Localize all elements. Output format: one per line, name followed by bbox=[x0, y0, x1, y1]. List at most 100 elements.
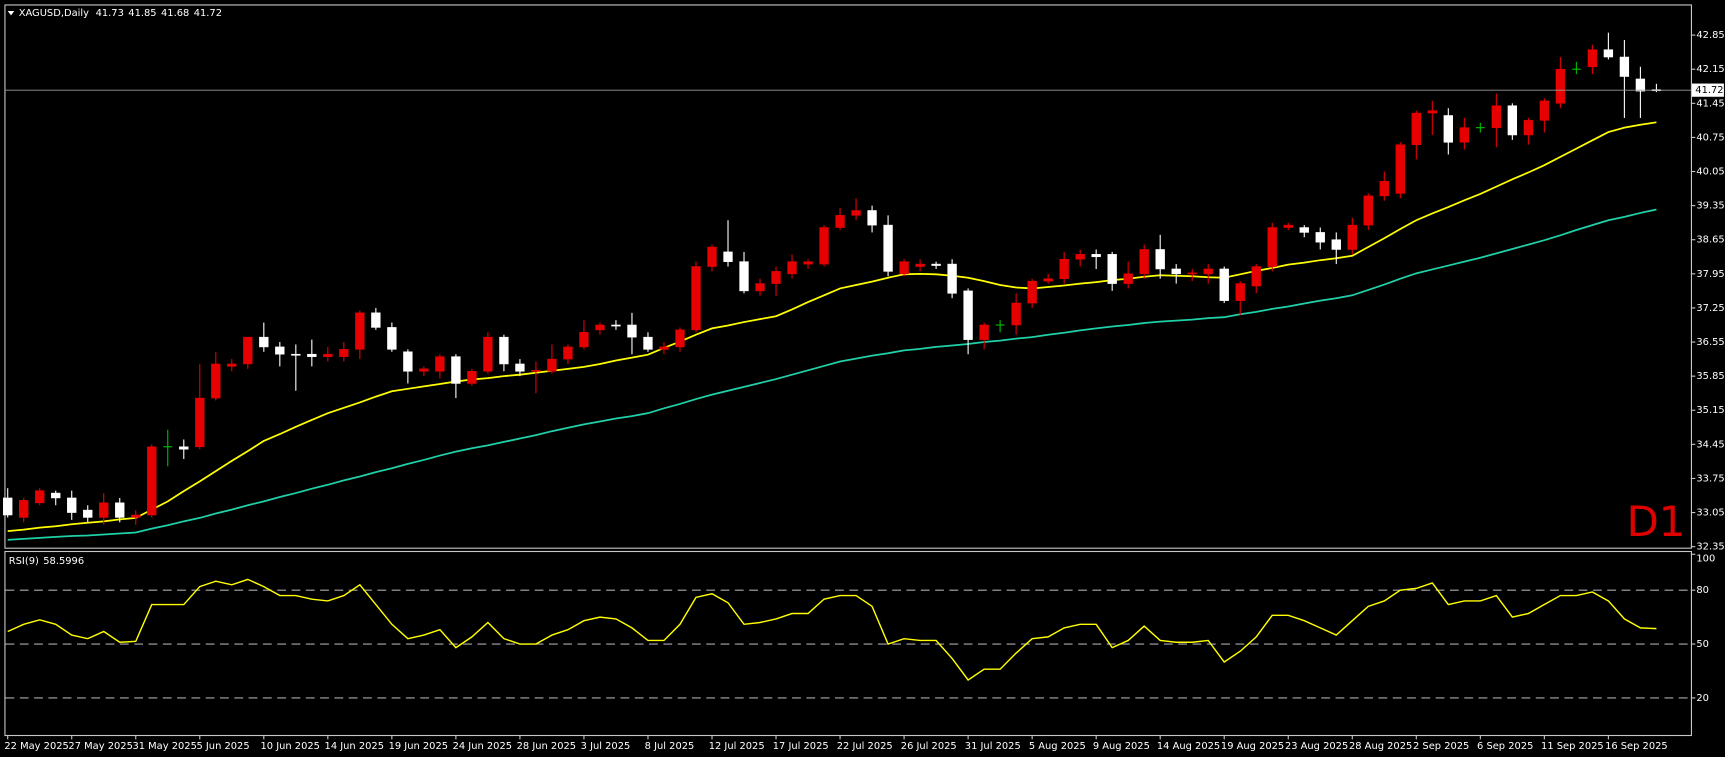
candle-body bbox=[579, 332, 589, 348]
candle-body bbox=[1635, 78, 1646, 92]
candle-body bbox=[1187, 272, 1197, 275]
candle-body bbox=[243, 336, 253, 365]
x-tick-label: 5 Jun 2025 bbox=[196, 741, 249, 752]
candle-body bbox=[1219, 268, 1229, 301]
candle-body bbox=[1491, 105, 1502, 128]
candle-body bbox=[515, 363, 525, 372]
x-tick-label: 19 Aug 2025 bbox=[1221, 741, 1284, 752]
x-tick-label: 6 Sep 2025 bbox=[1477, 741, 1533, 752]
candle-body bbox=[1091, 254, 1101, 258]
candle-body bbox=[803, 261, 813, 265]
x-tick-label: 8 Jul 2025 bbox=[645, 741, 695, 752]
x-tick-label: 9 Aug 2025 bbox=[1093, 741, 1150, 752]
x-tick-label: 14 Jun 2025 bbox=[325, 741, 384, 752]
candle-body bbox=[1603, 49, 1614, 58]
current-price-box bbox=[1691, 83, 1724, 97]
y-tick-label: 34.45 bbox=[1696, 439, 1724, 450]
candle-body bbox=[259, 336, 269, 348]
candle-body bbox=[835, 215, 845, 228]
candle-body bbox=[35, 490, 45, 504]
candle-body bbox=[451, 356, 461, 384]
x-tick-label: 19 Jun 2025 bbox=[389, 741, 448, 752]
candle-body bbox=[1347, 224, 1357, 250]
candle-body bbox=[211, 363, 221, 399]
candle-body bbox=[115, 502, 125, 518]
x-tick-label: 16 Sep 2025 bbox=[1605, 741, 1668, 752]
candle-body bbox=[291, 353, 301, 356]
x-tick-label: 24 Jun 2025 bbox=[453, 741, 512, 752]
candle-body bbox=[323, 353, 333, 357]
candle-body bbox=[1075, 254, 1085, 260]
y-tick-label: 35.85 bbox=[1696, 371, 1724, 382]
symbol: XAGUSD,Daily bbox=[19, 8, 89, 19]
candle-body bbox=[467, 370, 477, 384]
x-tick-label: 22 May 2025 bbox=[4, 741, 68, 752]
candle-body bbox=[771, 271, 781, 284]
y-tick-label: 35.15 bbox=[1696, 405, 1724, 416]
candle-body bbox=[67, 497, 77, 513]
y-tick-label: 37.25 bbox=[1696, 303, 1724, 314]
y-tick-label: 40.05 bbox=[1696, 167, 1724, 178]
y-tick-label: 41.45 bbox=[1696, 98, 1724, 109]
candle-body bbox=[1539, 100, 1550, 121]
x-tick-label: 26 Jul 2025 bbox=[901, 741, 957, 752]
y-tick-label: 42.15 bbox=[1696, 64, 1724, 75]
rsi-last: 58.5996 bbox=[43, 556, 84, 567]
candle-body bbox=[1171, 268, 1181, 275]
candle-body bbox=[899, 261, 909, 275]
y-tick-label: 80 bbox=[1696, 585, 1709, 596]
y-tick-label: 100 bbox=[1696, 554, 1715, 565]
candle-body bbox=[1379, 180, 1389, 197]
candle-body bbox=[147, 446, 157, 516]
candle-body bbox=[483, 336, 493, 372]
candle-body bbox=[1523, 120, 1534, 136]
x-tick-label: 14 Aug 2025 bbox=[1157, 741, 1220, 752]
y-tick-label: 42.85 bbox=[1696, 30, 1724, 41]
candle-body bbox=[979, 324, 989, 340]
x-tick-label: 23 Aug 2025 bbox=[1285, 741, 1348, 752]
candle-body bbox=[1235, 283, 1245, 301]
y-tick-label: 33.75 bbox=[1696, 473, 1724, 484]
candle-body bbox=[787, 261, 797, 275]
candle-body bbox=[1507, 105, 1518, 136]
y-tick-label: 50 bbox=[1696, 639, 1709, 650]
candle-body bbox=[1395, 144, 1405, 194]
y-tick-label: 20 bbox=[1696, 693, 1709, 704]
x-tick-label: 2 Sep 2025 bbox=[1413, 741, 1469, 752]
candle-body bbox=[1203, 268, 1213, 275]
candle-body bbox=[755, 283, 765, 292]
rsi-line bbox=[7, 578, 1657, 681]
candle-body bbox=[1443, 115, 1453, 143]
last-high: 41.85 bbox=[128, 8, 156, 19]
candle-body bbox=[1139, 249, 1149, 275]
candle-body bbox=[1619, 56, 1630, 77]
x-tick-label: 17 Jul 2025 bbox=[773, 741, 829, 752]
y-tick-label: 40.75 bbox=[1696, 132, 1724, 143]
candle-body bbox=[419, 368, 429, 372]
candle-body bbox=[947, 263, 957, 294]
y-tick-label: 32.35 bbox=[1696, 542, 1724, 553]
last-close: 41.72 bbox=[194, 8, 222, 19]
rsi-header: RSI(9) 58.5996 bbox=[9, 556, 84, 567]
candle-body bbox=[1059, 258, 1069, 279]
current-price-label: 41.72 bbox=[1695, 85, 1723, 96]
candle-body bbox=[1251, 266, 1261, 287]
candle-body bbox=[1107, 254, 1117, 284]
candle-body bbox=[1267, 227, 1277, 267]
candle-body bbox=[51, 492, 61, 499]
candle-body bbox=[131, 514, 141, 518]
x-tick-label: 27 May 2025 bbox=[68, 741, 132, 752]
x-tick-label: 5 Aug 2025 bbox=[1029, 741, 1086, 752]
candle-body bbox=[227, 363, 237, 367]
y-tick-label: 39.35 bbox=[1696, 201, 1724, 212]
rsi-title: RSI(9) bbox=[9, 556, 39, 567]
candle-body bbox=[691, 266, 701, 331]
candle-body bbox=[867, 210, 877, 226]
candle-body bbox=[1331, 239, 1341, 250]
candle-body bbox=[739, 261, 749, 292]
candle-body bbox=[179, 446, 189, 450]
last-low: 41.68 bbox=[161, 8, 189, 19]
candle-body bbox=[1411, 112, 1421, 145]
menu-arrow[interactable] bbox=[7, 11, 15, 16]
candle-body bbox=[99, 502, 109, 518]
